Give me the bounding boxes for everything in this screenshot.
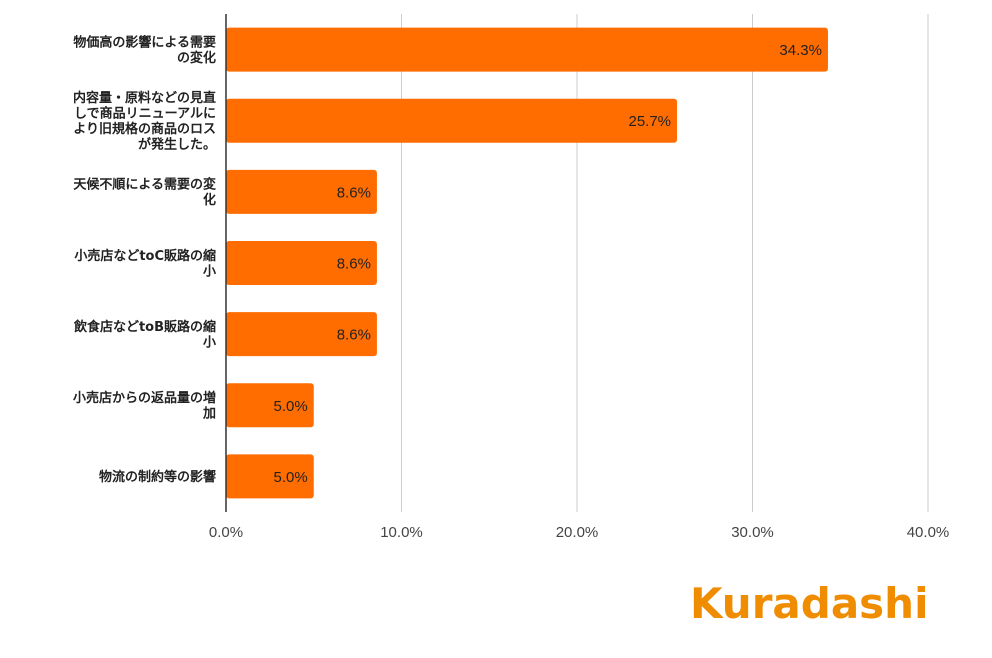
category-label: 飲食店などtoB販路の縮 — [73, 319, 216, 335]
kuradashi-logo: Kuradashi — [690, 579, 928, 628]
category-label: より旧規格の商品のロス — [73, 121, 216, 137]
x-tick-label: 40.0% — [907, 524, 950, 541]
x-tick-labels: 0.0% 10.0% 20.0% 30.0% 40.0% — [209, 524, 949, 541]
category-label: 物流の制約等の影響 — [99, 469, 216, 485]
data-label: 8.6% — [337, 256, 371, 273]
x-tick-label: 30.0% — [731, 524, 774, 541]
gridlines — [401, 14, 929, 512]
bar — [226, 454, 314, 499]
category-label: 小売店からの返品量の増 — [73, 390, 216, 406]
category-label: 化 — [203, 192, 216, 208]
bar — [226, 312, 377, 357]
bar — [226, 383, 314, 428]
logo-text: Kuradashi — [690, 579, 928, 628]
x-tick-label: 20.0% — [556, 524, 599, 541]
bars: 34.3% 25.7% 8.6% 8.6% 8.6% 5.0% 5.0% — [226, 27, 828, 499]
bar — [226, 27, 828, 72]
x-tick-label: 0.0% — [209, 524, 243, 541]
category-label: の変化 — [177, 50, 216, 66]
data-label: 25.7% — [628, 113, 671, 130]
category-label: 内容量・原料などの見直 — [73, 90, 216, 106]
category-label: 小売店などtoC販路の縮 — [74, 248, 216, 264]
category-label: が発生した。 — [138, 136, 216, 152]
category-label: 物価高の影響による需要 — [73, 34, 216, 50]
x-tick-label: 10.0% — [380, 524, 423, 541]
data-label: 34.3% — [779, 42, 822, 59]
category-label: 天候不順による需要の変 — [73, 177, 216, 193]
category-label: 加 — [202, 407, 216, 422]
category-label: 小 — [203, 264, 216, 279]
category-label: しで商品リニューアルに — [74, 105, 216, 121]
category-labels: 物価高の影響による需要の変化内容量・原料などの見直しで商品リニューアルにより旧規… — [73, 34, 216, 485]
data-label: 5.0% — [274, 469, 308, 486]
bar — [226, 241, 377, 285]
category-label: 小 — [203, 335, 216, 350]
bar — [226, 98, 678, 143]
bar — [226, 169, 377, 214]
data-label: 8.6% — [337, 327, 371, 344]
data-label: 8.6% — [337, 184, 371, 201]
data-label: 5.0% — [274, 398, 308, 415]
